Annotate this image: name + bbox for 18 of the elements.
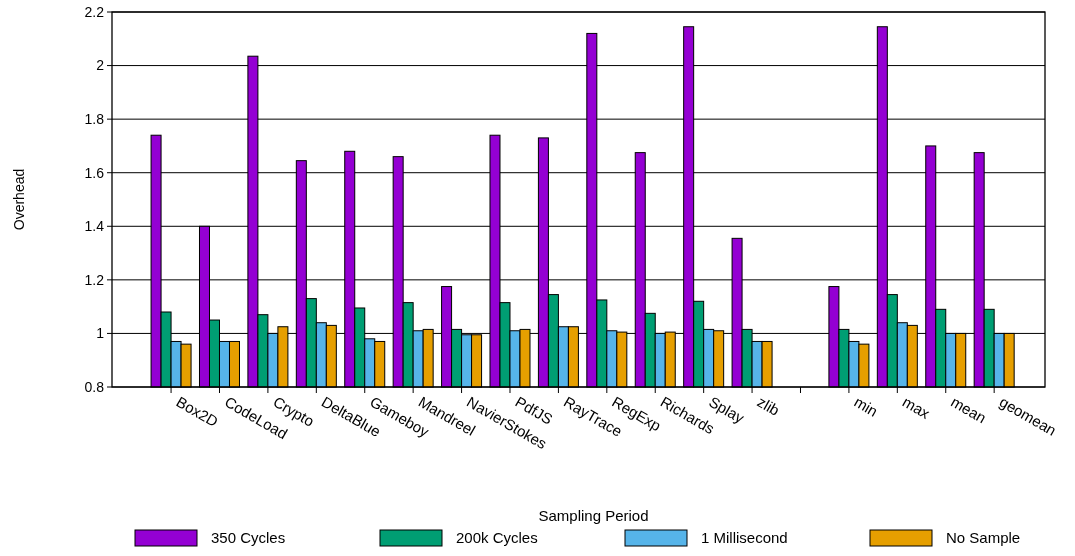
- y-tick-label: 0.8: [84, 378, 105, 395]
- y-tick-label: 1.4: [84, 218, 105, 235]
- y-tick-label: 1.8: [84, 111, 105, 128]
- x-axis-title: Sampling Period: [538, 507, 649, 524]
- x-tick-label: zlib: [754, 392, 783, 419]
- y-tick-label: 1.6: [84, 164, 105, 181]
- legend-label: 200k Cycles: [456, 528, 538, 546]
- x-tick-label: mean: [948, 392, 990, 427]
- y-tick-label: 1: [96, 325, 105, 342]
- legend-label: No Sample: [946, 528, 1021, 546]
- y-axis-title: Overhead: [11, 168, 27, 231]
- y-tick-label: 2.2: [84, 3, 105, 20]
- y-tick-label: 2: [96, 57, 105, 74]
- legend-label: 1 Millisecond: [701, 528, 788, 546]
- x-tick-label: min: [851, 392, 881, 420]
- y-tick-label: 1.2: [84, 271, 105, 288]
- x-tick-label: max: [899, 392, 934, 423]
- legend-label: 350 Cycles: [211, 528, 286, 546]
